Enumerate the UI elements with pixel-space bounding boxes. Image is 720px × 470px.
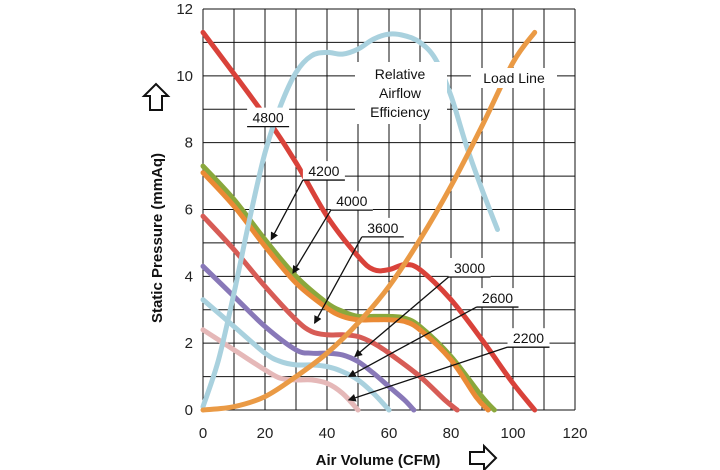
series-line-4800 bbox=[200, 29, 538, 413]
rpm-label-2200: 2200 bbox=[513, 330, 544, 346]
x-tick-label: 60 bbox=[381, 425, 398, 442]
rpm-label-bg bbox=[247, 107, 290, 127]
y-axis-title: Static Pressure (mmAq) bbox=[149, 153, 166, 323]
rpm-label-bg bbox=[507, 328, 550, 348]
x-tick-label: 0 bbox=[199, 425, 207, 442]
y-tick-label: 12 bbox=[176, 1, 193, 18]
load-line-label: Load Line bbox=[483, 70, 545, 86]
annotations: Relative Airflow Efficiency Load Line 4800 42… bbox=[247, 62, 557, 402]
y-tick-label: 4 bbox=[185, 268, 193, 285]
y-tick-label: 6 bbox=[185, 202, 193, 219]
y-tick-label: 10 bbox=[176, 68, 193, 85]
rpm-leader-arrow bbox=[354, 276, 450, 358]
y-tick-label: 2 bbox=[185, 335, 193, 352]
series-line-relative-airflow-efficiency bbox=[200, 31, 500, 410]
rpm-label-bg bbox=[448, 257, 491, 277]
rpm-label-4200: 4200 bbox=[308, 163, 339, 179]
x-axis-title: Air Volume (CFM) bbox=[316, 452, 441, 469]
x-tick-label: 20 bbox=[257, 425, 274, 442]
rpm-leader-arrow bbox=[270, 179, 304, 241]
rpm-label-3600: 3600 bbox=[367, 220, 398, 236]
rpm-leader-arrow bbox=[314, 236, 363, 324]
axes: 0 20 40 60 80 100 120 0 2 4 6 8 10 12 bbox=[176, 1, 587, 442]
x-tick-label: 40 bbox=[319, 425, 336, 442]
rpm-label-2600: 2600 bbox=[482, 290, 513, 306]
rpm-leader-arrow bbox=[347, 346, 508, 402]
efficiency-label-line: Airflow bbox=[379, 85, 422, 101]
x-tick-label: 120 bbox=[562, 425, 587, 442]
efficiency-label-line: Efficiency bbox=[370, 104, 430, 120]
rpm-label-4000: 4000 bbox=[336, 193, 367, 209]
rpm-leader-arrow bbox=[347, 306, 477, 378]
series-line-load-line bbox=[200, 29, 538, 413]
rpm-leader-arrow bbox=[292, 209, 332, 274]
x-tick-label: 80 bbox=[443, 425, 460, 442]
efficiency-label-bg bbox=[355, 62, 447, 124]
series-line-2200 bbox=[200, 327, 361, 413]
rpm-label-bg bbox=[476, 288, 519, 308]
rpm-label-4800: 4800 bbox=[253, 110, 284, 126]
y-axis-arrow-icon bbox=[141, 82, 171, 111]
rpm-label-bg bbox=[302, 161, 345, 181]
y-tick-label: 8 bbox=[185, 135, 193, 152]
rpm-label-bg bbox=[330, 191, 373, 211]
x-axis-arrow-icon bbox=[469, 443, 498, 470]
series-line-4000 bbox=[200, 170, 491, 413]
y-tick-label: 0 bbox=[185, 402, 193, 419]
load-line-label-bg bbox=[471, 68, 557, 88]
rpm-label-bg bbox=[361, 217, 404, 237]
x-tick-label: 100 bbox=[500, 425, 525, 442]
series-line-3000 bbox=[200, 263, 417, 413]
curves bbox=[200, 29, 538, 413]
efficiency-label-line: Relative bbox=[375, 66, 426, 82]
rpm-label-3000: 3000 bbox=[454, 260, 485, 276]
